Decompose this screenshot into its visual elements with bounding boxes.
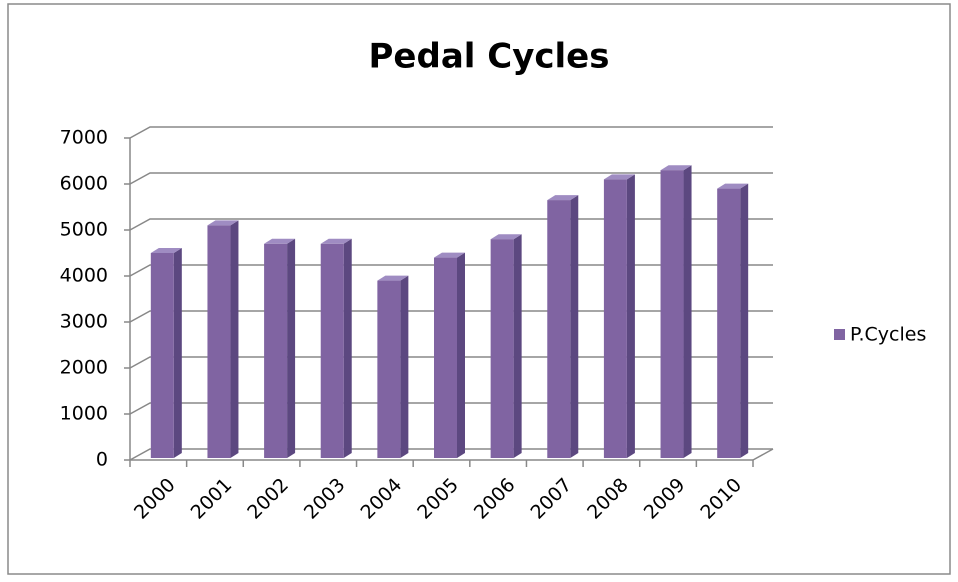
y-tick-label: 4000 [60,265,108,287]
chart-title: Pedal Cycles [369,37,610,77]
bar [490,239,514,458]
bar-side [740,183,749,458]
bar [660,170,684,458]
bar [207,225,231,458]
bar [320,243,344,458]
bar-top [434,252,465,258]
bar [717,188,741,458]
bar-top [320,238,352,244]
bar-top [547,195,579,201]
y-tick-label: 1000 [60,403,108,425]
bar-top [264,238,296,244]
legend-swatch [834,329,845,340]
y-tick-label: 0 [96,449,108,471]
y-tick-label: 6000 [60,173,108,195]
grid-line [129,126,773,139]
x-axis-depth [752,448,774,461]
bar [603,179,627,458]
bar-side [173,248,182,458]
bar [150,253,174,458]
bar-side [513,234,522,458]
bar-side [287,238,296,458]
bar [434,257,457,458]
legend-label: P.Cycles [850,324,926,346]
bar [547,200,571,458]
y-tick-label: 7000 [60,127,108,149]
bar-side [343,238,352,458]
bar-top [150,248,182,253]
y-tick-label: 2000 [60,357,108,379]
bar-top [717,183,749,189]
grid-line [129,172,773,185]
bar-top [377,275,409,281]
bar-side [457,252,465,458]
bar-side [400,275,409,458]
bar [377,280,401,458]
bar-top [490,234,522,240]
bar [264,243,288,458]
bar-side [570,195,579,458]
y-tick-label: 3000 [60,311,108,333]
bar-top [207,220,239,226]
bar-top [660,165,692,171]
bar-side [626,174,635,458]
y-tick-label: 5000 [60,219,108,241]
bar-side [683,165,692,458]
bar-top [603,174,635,180]
bar-side [230,220,239,458]
